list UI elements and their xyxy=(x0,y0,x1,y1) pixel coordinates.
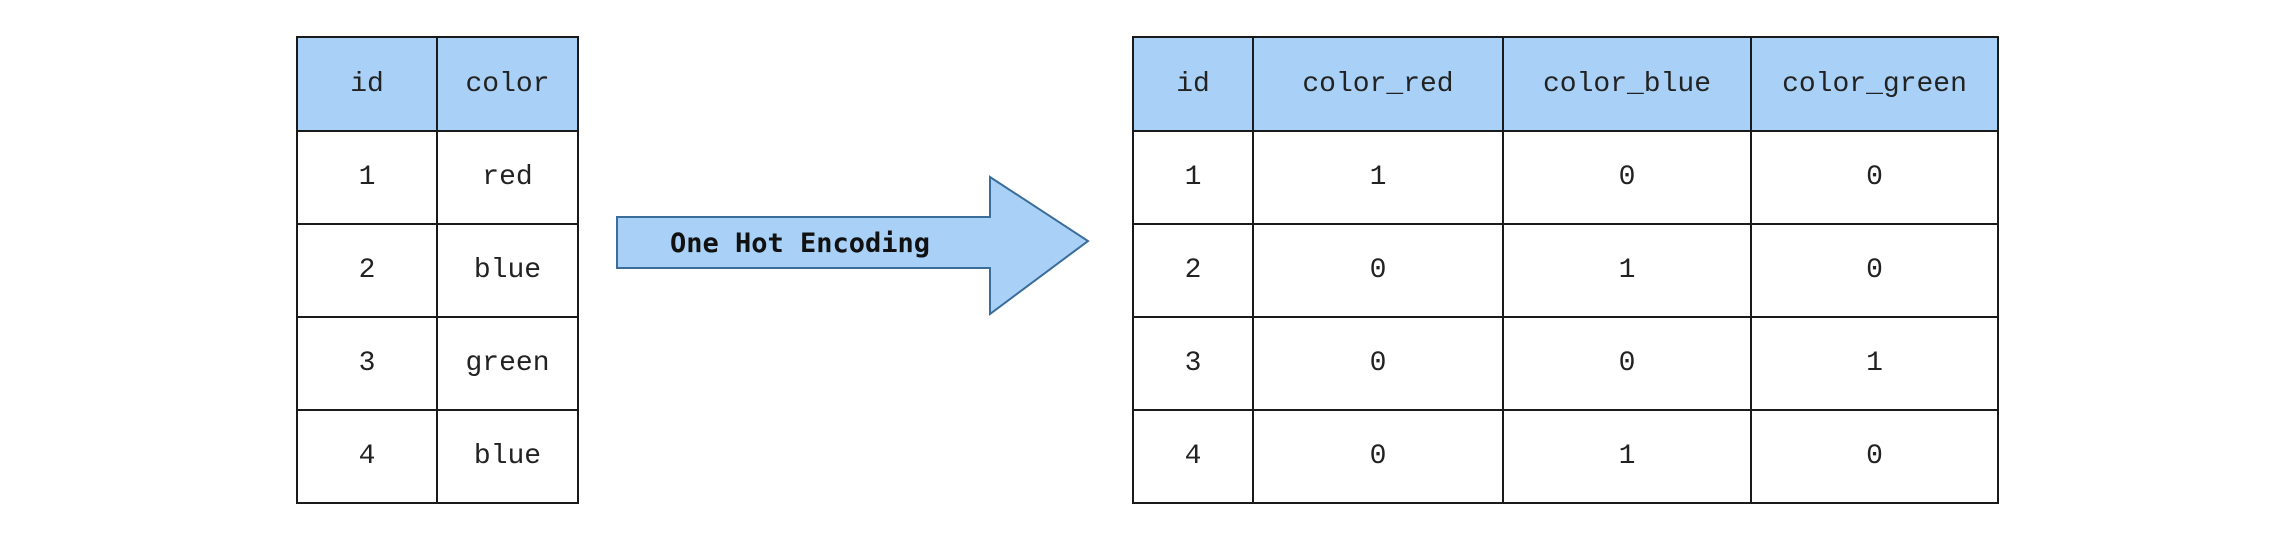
right-arrow-icon: One Hot Encoding xyxy=(616,175,1090,316)
table-row: 4 blue xyxy=(296,409,579,504)
table-row: 4 0 1 0 xyxy=(1132,409,1999,504)
output-cell-color-red: 0 xyxy=(1252,223,1504,318)
input-table-header-row: id color xyxy=(296,36,579,132)
input-cell-id: 3 xyxy=(296,316,438,411)
output-cell-color-green: 0 xyxy=(1750,223,1999,318)
output-cell-color-green: 1 xyxy=(1750,316,1999,411)
output-table: id color_red color_blue color_green 1 1 … xyxy=(1132,36,1999,504)
output-cell-id: 3 xyxy=(1132,316,1254,411)
arrow-label: One Hot Encoding xyxy=(670,228,930,259)
output-cell-color-red: 0 xyxy=(1252,316,1504,411)
output-header-color-green: color_green xyxy=(1750,36,1999,132)
output-cell-id: 4 xyxy=(1132,409,1254,504)
output-cell-color-red: 1 xyxy=(1252,130,1504,225)
output-cell-color-green: 0 xyxy=(1750,130,1999,225)
table-row: 1 red xyxy=(296,130,579,225)
table-row: 2 blue xyxy=(296,223,579,318)
output-header-color-red: color_red xyxy=(1252,36,1504,132)
output-table-header-row: id color_red color_blue color_green xyxy=(1132,36,1999,132)
output-cell-id: 2 xyxy=(1132,223,1254,318)
output-cell-id: 1 xyxy=(1132,130,1254,225)
table-row: 2 0 1 0 xyxy=(1132,223,1999,318)
input-cell-id: 2 xyxy=(296,223,438,318)
output-cell-color-blue: 1 xyxy=(1502,223,1752,318)
output-cell-color-red: 0 xyxy=(1252,409,1504,504)
output-cell-color-blue: 0 xyxy=(1502,316,1752,411)
output-cell-color-blue: 1 xyxy=(1502,409,1752,504)
output-header-color-blue: color_blue xyxy=(1502,36,1752,132)
table-row: 3 green xyxy=(296,316,579,411)
input-cell-color: green xyxy=(436,316,579,411)
input-cell-id: 1 xyxy=(296,130,438,225)
output-cell-color-blue: 0 xyxy=(1502,130,1752,225)
input-header-id: id xyxy=(296,36,438,132)
input-cell-id: 4 xyxy=(296,409,438,504)
output-cell-color-green: 0 xyxy=(1750,409,1999,504)
input-table: id color 1 red 2 blue 3 green 4 blue xyxy=(296,36,579,504)
arrow-shape xyxy=(616,175,1090,316)
table-row: 1 1 0 0 xyxy=(1132,130,1999,225)
input-cell-color: blue xyxy=(436,223,579,318)
input-cell-color: red xyxy=(436,130,579,225)
table-row: 3 0 0 1 xyxy=(1132,316,1999,411)
input-header-color: color xyxy=(436,36,579,132)
output-header-id: id xyxy=(1132,36,1254,132)
input-cell-color: blue xyxy=(436,409,579,504)
